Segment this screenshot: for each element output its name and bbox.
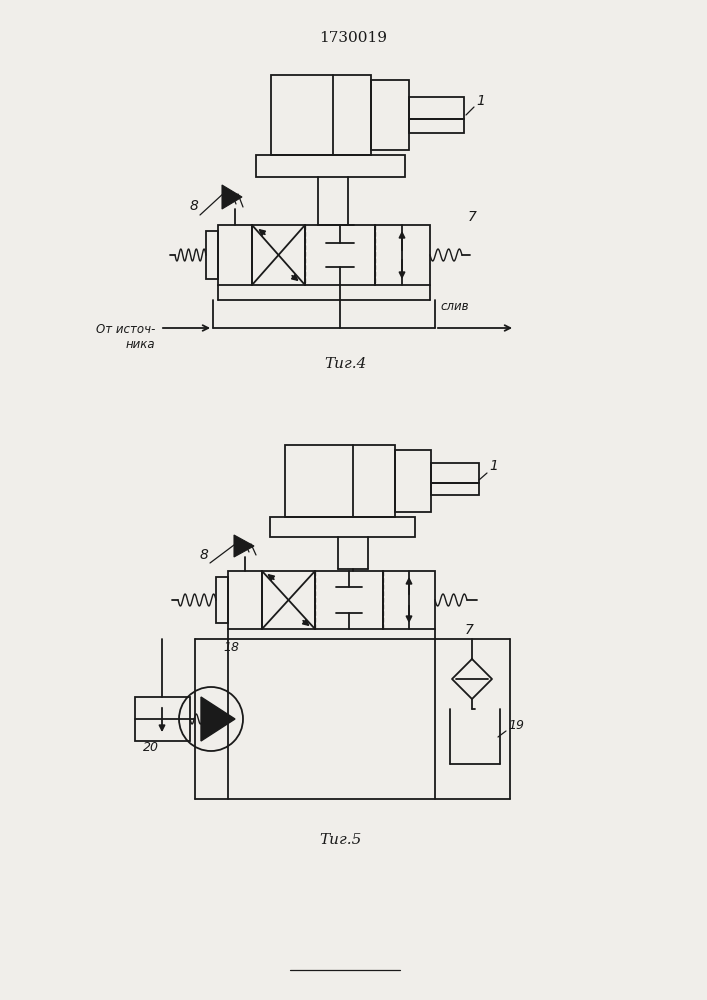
Bar xyxy=(305,225,375,285)
Text: 19: 19 xyxy=(508,719,524,732)
Bar xyxy=(315,571,383,629)
Bar xyxy=(262,571,315,629)
Bar xyxy=(270,517,415,537)
Text: 8: 8 xyxy=(200,548,209,562)
Bar xyxy=(216,577,228,623)
Text: 7: 7 xyxy=(465,623,474,637)
Bar xyxy=(228,571,262,629)
Text: 1: 1 xyxy=(476,94,485,108)
Text: 8: 8 xyxy=(190,199,199,213)
Text: Τиг.5: Τиг.5 xyxy=(319,833,361,847)
Bar xyxy=(431,463,479,483)
Text: От источ-
ника: От источ- ника xyxy=(95,323,155,351)
Bar xyxy=(271,75,371,155)
Text: 7: 7 xyxy=(468,210,477,224)
Polygon shape xyxy=(222,185,242,209)
Bar xyxy=(206,231,218,279)
Bar xyxy=(395,450,431,512)
Text: 1730019: 1730019 xyxy=(319,31,387,45)
Bar xyxy=(218,225,252,285)
Text: 1: 1 xyxy=(489,459,498,473)
Bar xyxy=(431,483,479,495)
Bar xyxy=(371,80,409,150)
Bar xyxy=(383,571,435,629)
Bar xyxy=(252,225,305,285)
Polygon shape xyxy=(234,535,254,557)
Bar xyxy=(285,445,395,517)
Bar xyxy=(409,119,464,133)
Bar xyxy=(409,97,464,119)
Bar xyxy=(375,225,430,285)
Bar xyxy=(135,697,190,741)
Text: 18: 18 xyxy=(223,641,239,654)
Text: слив: слив xyxy=(440,300,469,313)
Polygon shape xyxy=(201,697,235,741)
Text: Τиг.4: Τиг.4 xyxy=(324,357,366,371)
Bar xyxy=(256,155,405,177)
Text: 20: 20 xyxy=(143,741,159,754)
